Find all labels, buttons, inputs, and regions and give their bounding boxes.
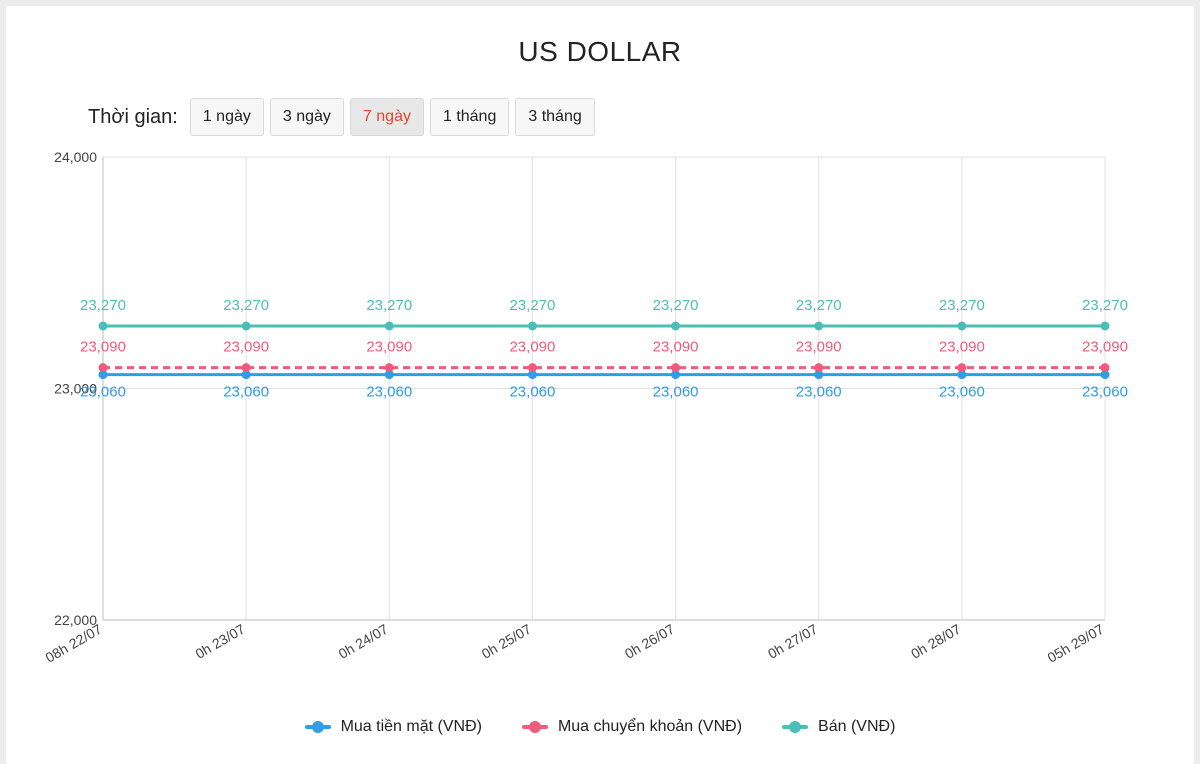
- time-range-label: Thời gian:: [88, 105, 178, 128]
- data-point: [384, 321, 394, 331]
- data-label: 23,270: [80, 297, 126, 314]
- data-label: 23,270: [939, 297, 985, 314]
- x-tick-label: 0h 27/07: [765, 621, 820, 662]
- data-label: 23,270: [223, 297, 269, 314]
- data-point: [957, 370, 967, 380]
- x-tick-label: 05h 29/07: [1045, 621, 1107, 666]
- data-point: [814, 370, 824, 380]
- data-label: 23,270: [1082, 297, 1128, 314]
- legend-item-cash-buy[interactable]: Mua tiền mặt (VNĐ): [304, 718, 482, 736]
- y-tick-label: 23,000: [54, 381, 97, 397]
- x-tick-label: 0h 28/07: [908, 621, 963, 662]
- y-tick-label: 24,000: [54, 149, 97, 165]
- data-label: 23,060: [796, 384, 842, 401]
- x-tick-label: 0h 23/07: [192, 621, 247, 662]
- legend-label-cash-buy: Mua tiền mặt (VNĐ): [340, 718, 482, 735]
- legend-item-transfer-buy[interactable]: Mua chuyển khoản (VNĐ): [521, 718, 743, 736]
- data-label: 23,270: [653, 297, 699, 314]
- data-point: [671, 370, 681, 380]
- legend-item-sell[interactable]: Bán (VNĐ): [782, 718, 895, 736]
- data-label: 23,090: [509, 339, 555, 356]
- data-point: [671, 321, 681, 331]
- data-point: [527, 363, 537, 373]
- data-label: 23,090: [223, 339, 269, 356]
- data-point: [1100, 370, 1110, 380]
- data-label: 23,090: [939, 339, 985, 356]
- range-1-month-button[interactable]: 1 tháng: [429, 98, 510, 136]
- data-label: 23,090: [80, 339, 126, 356]
- data-point: [98, 363, 108, 373]
- data-point: [241, 370, 251, 380]
- data-label: 23,060: [223, 384, 269, 401]
- legend-swatch-sell: [782, 721, 809, 733]
- y-tick-label: 22,000: [54, 612, 97, 628]
- data-point: [957, 321, 967, 331]
- data-label: 23,270: [366, 297, 412, 314]
- data-label: 23,270: [796, 297, 842, 314]
- legend-label-transfer-buy: Mua chuyển khoản (VNĐ): [557, 718, 743, 735]
- data-label: 23,060: [509, 384, 555, 401]
- data-label: 23,090: [796, 339, 842, 356]
- data-point: [1100, 363, 1110, 373]
- chart-legend: Mua tiền mặt (VNĐ) Mua chuyển khoản (VNĐ…: [6, 718, 1194, 736]
- data-point: [241, 321, 251, 331]
- range-3-month-button[interactable]: 3 tháng: [515, 98, 595, 136]
- data-point: [671, 363, 681, 373]
- x-tick-label: 0h 26/07: [622, 621, 677, 662]
- data-point: [957, 363, 967, 373]
- data-point: [527, 370, 537, 380]
- x-tick-label: 0h 24/07: [336, 621, 391, 662]
- data-label: 23,270: [509, 297, 555, 314]
- data-label: 23,060: [939, 384, 985, 401]
- legend-swatch-cash-buy: [304, 721, 331, 733]
- data-label: 23,060: [1082, 384, 1128, 401]
- data-point: [98, 370, 108, 380]
- data-label: 23,060: [653, 384, 699, 401]
- range-3-day-button[interactable]: 3 ngày: [269, 98, 344, 136]
- data-point: [384, 370, 394, 380]
- data-point: [241, 363, 251, 373]
- data-label: 23,090: [653, 339, 699, 356]
- data-point: [98, 321, 108, 331]
- chart-title: US DOLLAR: [518, 36, 682, 67]
- data-point: [814, 363, 824, 373]
- range-1-day-button[interactable]: 1 ngày: [189, 98, 264, 136]
- data-point: [527, 321, 537, 331]
- data-label: 23,060: [366, 384, 412, 401]
- data-label: 23,090: [366, 339, 412, 356]
- data-label: 23,090: [1082, 339, 1128, 356]
- data-label: 23,060: [80, 384, 126, 401]
- data-point: [814, 321, 824, 331]
- data-point: [384, 363, 394, 373]
- legend-label-sell: Bán (VNĐ): [818, 718, 896, 735]
- range-7-day-button[interactable]: 7 ngày: [349, 98, 424, 136]
- data-point: [1100, 321, 1110, 331]
- time-range-selector: Thời gian: 1 ngày 3 ngày 7 ngày 1 tháng …: [88, 98, 601, 136]
- legend-swatch-transfer-buy: [521, 721, 548, 733]
- x-tick-label: 0h 25/07: [479, 621, 534, 662]
- chart-card: US DOLLAR Thời gian: 1 ngày 3 ngày 7 ngà…: [6, 6, 1194, 764]
